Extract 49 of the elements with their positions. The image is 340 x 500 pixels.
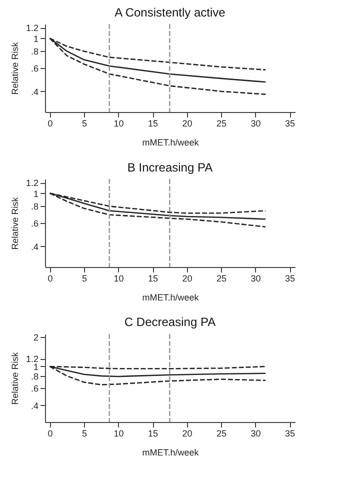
y-tick-label: .6: [30, 63, 38, 74]
x-tick-label: 0: [48, 118, 53, 128]
x-tick-label: 35: [285, 428, 296, 438]
x-tick-label: 5: [82, 274, 88, 284]
x-tick-label: 25: [216, 428, 227, 438]
x-tick-label: 30: [250, 118, 261, 128]
x-tick-label: 20: [182, 274, 192, 284]
x-tick-label: 10: [114, 274, 124, 284]
x-tick-label: 30: [250, 428, 261, 438]
x-tick-label: 10: [114, 118, 124, 128]
x-tick-label: 15: [148, 274, 158, 284]
y-tick-label: .4: [30, 400, 38, 411]
y-tick-label: 1.2: [26, 23, 38, 34]
x-tick-label: 10: [114, 428, 124, 438]
x-tick-label: 20: [182, 428, 192, 438]
chart-title: A Consistently active: [114, 5, 226, 20]
y-axis-title: Relative Risk: [10, 352, 20, 405]
y-tick-label: 1.2: [26, 178, 38, 188]
x-axis-title: mMET.h/week: [142, 448, 200, 458]
x-tick-label: 35: [285, 118, 296, 128]
y-axis-title: Relative Risk: [10, 196, 20, 250]
y-axis-title: Relative Risk: [10, 42, 20, 95]
y-tick-label: 1: [33, 34, 38, 44]
x-tick-label: 15: [148, 428, 158, 438]
x-tick-label: 0: [48, 428, 53, 438]
x-tick-label: 5: [82, 428, 88, 438]
x-tick-label: 15: [148, 118, 158, 128]
x-tick-label: 35: [285, 274, 296, 284]
x-tick-label: 20: [182, 118, 192, 128]
x-tick-label: 0: [48, 274, 53, 284]
y-tick-label: .6: [30, 218, 38, 228]
y-tick-label: .4: [30, 242, 38, 252]
y-tick-label: .6: [30, 384, 38, 394]
x-tick-label: 25: [216, 274, 227, 284]
y-tick-label: 1: [33, 362, 38, 372]
y-tick-label: .8: [30, 371, 38, 382]
x-tick-label: 5: [82, 118, 88, 128]
y-tick-label: 2: [33, 332, 38, 343]
y-tick-label: .8: [30, 202, 38, 212]
chart-title: C Decreasing PA: [124, 315, 216, 330]
x-tick-label: 25: [216, 118, 227, 128]
x-axis-title: mMET.h/week: [142, 138, 200, 148]
y-tick-label: 1.2: [26, 354, 38, 364]
y-tick-label: .8: [30, 46, 38, 57]
y-tick-label: 1: [33, 188, 38, 199]
x-axis-title: mMET.h/week: [142, 292, 200, 302]
y-tick-label: .4: [30, 86, 38, 97]
x-tick-label: 30: [250, 274, 261, 284]
chart-title: B Increasing PA: [127, 160, 213, 174]
